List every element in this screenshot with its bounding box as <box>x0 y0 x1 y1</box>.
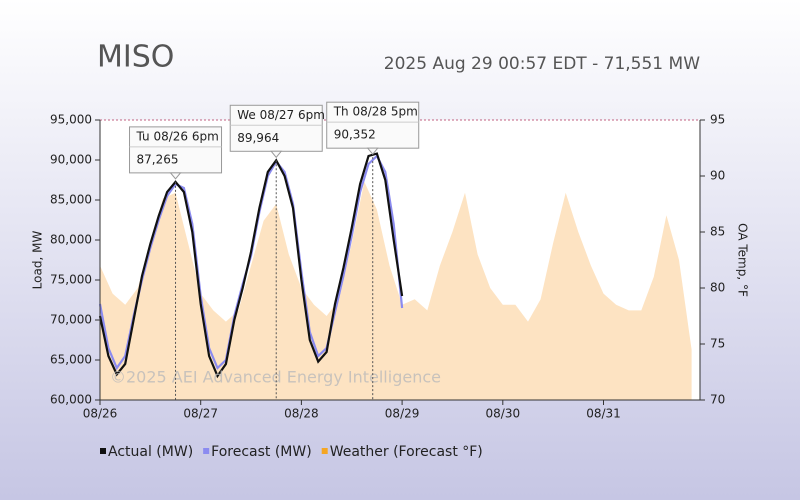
legend-label: Actual (MW) <box>108 444 193 460</box>
weather-area <box>100 181 692 400</box>
tooltip-box <box>229 104 323 152</box>
y2-tick-label: 80 <box>710 281 725 295</box>
tooltip-label: Tu 08/26 6pm <box>136 129 219 143</box>
x-tick-label: 08/29 <box>385 407 420 421</box>
tooltip-label: We 08/27 6pm <box>237 108 325 122</box>
chart-subtitle: 2025 Aug 29 00:57 EDT - 71,551 MW <box>384 54 700 74</box>
y-tick-label: 80,000 <box>50 233 92 247</box>
legend-swatch <box>100 448 106 454</box>
tooltip-box <box>326 101 420 149</box>
y-tick-label: 70,000 <box>50 313 92 327</box>
y2-tick-label: 95 <box>710 113 725 127</box>
y2-tick-label: 90 <box>710 169 725 183</box>
y2-axis-label: OA Temp, °F <box>736 223 750 297</box>
y2-tick-label: 70 <box>710 393 725 407</box>
tooltip-value: 87,265 <box>137 152 179 166</box>
x-tick-label: 08/31 <box>586 407 621 421</box>
chart-title: MISO <box>97 40 174 75</box>
y-tick-label: 65,000 <box>50 353 92 367</box>
tooltip-pointer <box>270 150 283 159</box>
x-tick-label: 08/28 <box>284 407 319 421</box>
series-line <box>98 152 404 379</box>
x-tick-label: 08/26 <box>83 407 118 421</box>
legend-swatch <box>321 448 328 454</box>
legend-label: Forecast (MW) <box>211 444 312 460</box>
y2-tick-label: 75 <box>710 337 725 351</box>
tooltip-pointer <box>366 147 379 155</box>
legend-swatch <box>203 448 210 454</box>
tooltip-box <box>129 126 223 174</box>
y-tick-label: 75,000 <box>50 273 92 287</box>
tooltip-value: 89,964 <box>237 131 279 145</box>
y-tick-label: 90,000 <box>50 153 92 167</box>
y-tick-label: 95,000 <box>50 113 92 127</box>
y-axis-label: Load, MW <box>31 231 45 290</box>
legend-label: Weather (Forecast °F) <box>330 444 483 460</box>
watermark: ©2025 AEI Advanced Energy Intelligence <box>110 368 441 387</box>
y2-tick-label: 85 <box>710 225 725 239</box>
tooltip-label: Th 08/28 5pm <box>333 105 418 119</box>
y-tick-label: 60,000 <box>50 393 92 407</box>
tooltip-pointer <box>169 172 182 180</box>
y-tick-label: 85,000 <box>50 193 92 207</box>
x-tick-label: 08/30 <box>486 407 521 421</box>
tooltip-value: 90,352 <box>334 128 376 142</box>
x-tick-label: 08/27 <box>183 407 218 421</box>
